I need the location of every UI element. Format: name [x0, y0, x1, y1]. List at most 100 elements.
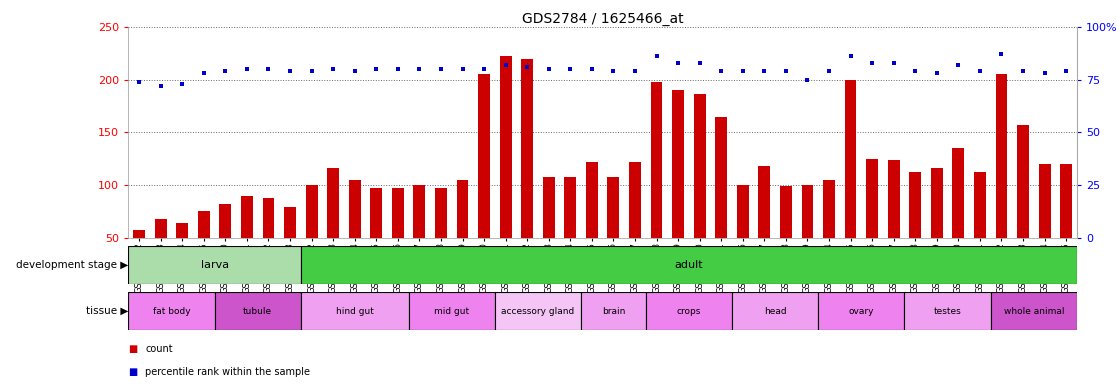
Point: [260, 66, 278, 72]
Bar: [241, 196, 253, 238]
Bar: [974, 172, 985, 238]
Point: [281, 68, 299, 74]
Bar: [818, 292, 904, 330]
Bar: [759, 166, 770, 238]
Point: [777, 68, 795, 74]
Bar: [581, 292, 646, 330]
Point: [820, 68, 838, 74]
Bar: [413, 185, 425, 238]
Point: [906, 68, 924, 74]
Point: [475, 66, 493, 72]
Point: [540, 66, 558, 72]
Bar: [327, 168, 339, 238]
Text: head: head: [763, 306, 787, 316]
Bar: [301, 246, 1077, 284]
Point: [992, 51, 1010, 57]
Bar: [301, 292, 408, 330]
Text: percentile rank within the sample: percentile rank within the sample: [145, 367, 310, 377]
Point: [217, 68, 234, 74]
Point: [411, 66, 429, 72]
Text: ■: ■: [128, 344, 137, 354]
Text: tissue ▶: tissue ▶: [86, 306, 128, 316]
Point: [927, 70, 945, 76]
Bar: [371, 189, 382, 238]
Point: [518, 64, 536, 70]
Bar: [991, 292, 1077, 330]
Point: [841, 53, 859, 60]
Bar: [732, 292, 818, 330]
Bar: [128, 246, 301, 284]
Bar: [607, 177, 619, 238]
Point: [647, 53, 665, 60]
Bar: [408, 292, 494, 330]
Bar: [824, 180, 835, 238]
Point: [712, 68, 730, 74]
Bar: [672, 90, 684, 238]
Bar: [931, 168, 943, 238]
Point: [1014, 68, 1032, 74]
Text: larva: larva: [201, 260, 229, 270]
Bar: [586, 162, 598, 238]
Point: [885, 60, 903, 66]
Bar: [629, 162, 641, 238]
Point: [195, 70, 213, 76]
Point: [346, 68, 364, 74]
Bar: [306, 185, 318, 238]
Bar: [155, 219, 166, 238]
Bar: [176, 223, 189, 238]
Bar: [887, 160, 899, 238]
Bar: [904, 292, 991, 330]
Text: crops: crops: [676, 306, 701, 316]
Text: mid gut: mid gut: [434, 306, 470, 316]
Text: whole animal: whole animal: [1003, 306, 1064, 316]
Bar: [646, 292, 732, 330]
Bar: [128, 292, 214, 330]
Bar: [214, 292, 301, 330]
Bar: [952, 148, 964, 238]
Bar: [780, 186, 792, 238]
Bar: [542, 177, 555, 238]
Text: hind gut: hind gut: [336, 306, 374, 316]
Point: [950, 62, 968, 68]
Bar: [349, 180, 360, 238]
Text: brain: brain: [602, 306, 625, 316]
Bar: [694, 94, 705, 238]
Bar: [910, 172, 921, 238]
Bar: [133, 230, 145, 238]
Point: [626, 68, 644, 74]
Text: adult: adult: [674, 260, 703, 270]
Bar: [866, 159, 878, 238]
Point: [863, 60, 881, 66]
Point: [388, 66, 406, 72]
Bar: [651, 82, 663, 238]
Text: tubule: tubule: [243, 306, 272, 316]
Point: [670, 60, 687, 66]
Bar: [198, 210, 210, 238]
Text: count: count: [145, 344, 173, 354]
Point: [302, 68, 320, 74]
Point: [605, 68, 623, 74]
Bar: [845, 79, 856, 238]
Title: GDS2784 / 1625466_at: GDS2784 / 1625466_at: [522, 12, 683, 26]
Point: [799, 76, 817, 83]
Bar: [1039, 164, 1050, 238]
Bar: [565, 177, 576, 238]
Point: [173, 81, 191, 87]
Point: [367, 66, 385, 72]
Bar: [737, 185, 749, 238]
Bar: [220, 204, 231, 238]
Bar: [435, 189, 446, 238]
Bar: [456, 180, 469, 238]
Text: ■: ■: [128, 367, 137, 377]
Bar: [262, 198, 275, 238]
Bar: [1060, 164, 1072, 238]
Bar: [285, 207, 296, 238]
Bar: [1017, 125, 1029, 238]
Point: [152, 83, 170, 89]
Point: [561, 66, 579, 72]
Point: [453, 66, 471, 72]
Text: fat body: fat body: [153, 306, 190, 316]
Bar: [500, 56, 511, 238]
Point: [1036, 70, 1054, 76]
Point: [131, 79, 148, 85]
